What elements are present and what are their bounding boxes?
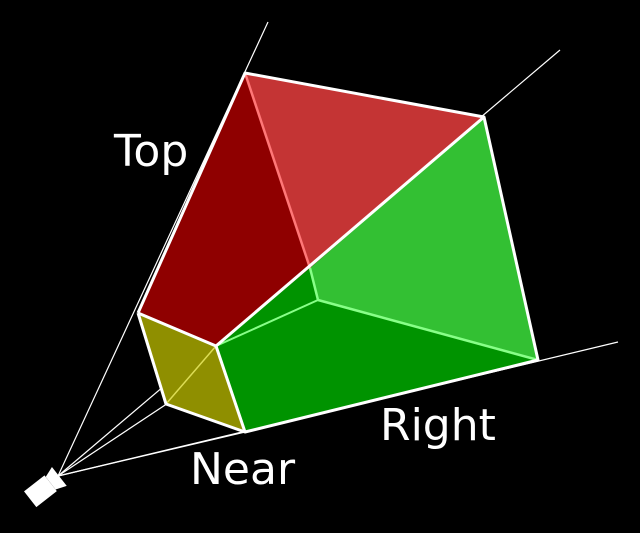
label-top: Top: [113, 126, 188, 177]
diagonal-edge: [215, 115, 485, 348]
label-near: Near: [190, 444, 296, 495]
near-face: [138, 313, 245, 432]
near-diagonal: [165, 345, 217, 405]
back-edges: [165, 72, 539, 405]
back-edge-red: [243, 72, 312, 269]
near-edge-right: [214, 345, 247, 433]
back-edge-green-3: [215, 299, 319, 347]
back-edge-green-1: [308, 267, 320, 301]
back-edge-green-2: [317, 298, 539, 362]
right-face-back: [310, 117, 538, 360]
label-right: Right: [380, 400, 496, 451]
camera-icon: [24, 466, 67, 508]
ray-inner-bottom: [57, 431, 246, 477]
outer-outline: [136, 71, 540, 434]
frustum-edges: [136, 71, 540, 434]
top-face-back: [245, 73, 484, 268]
near-edge-top: [137, 311, 217, 348]
